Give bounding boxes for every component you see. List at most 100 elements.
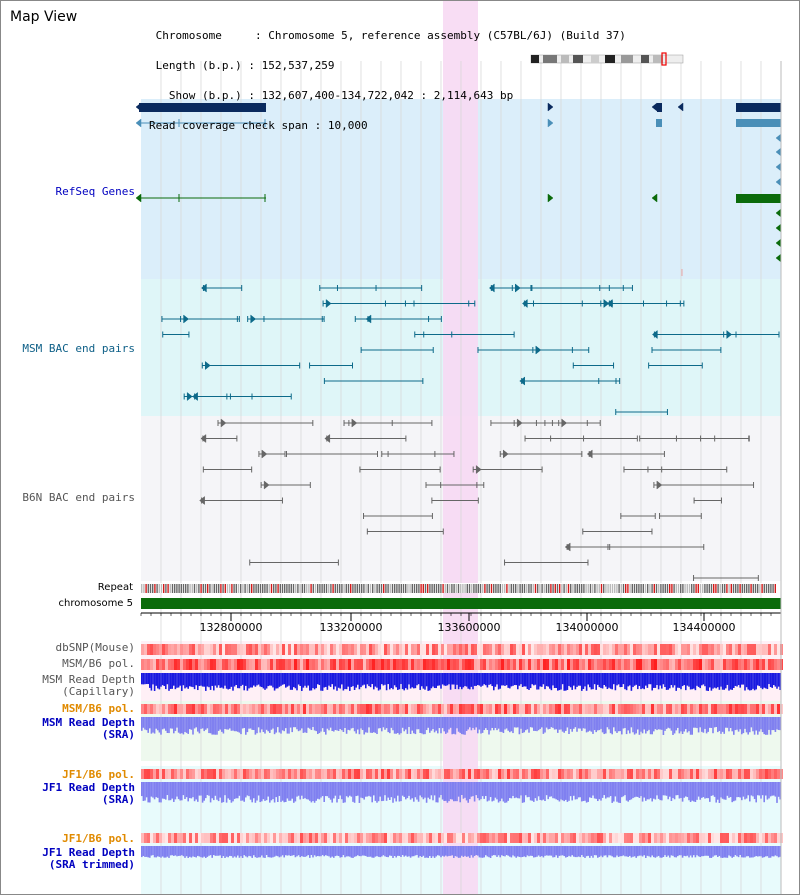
repeat-element [732, 584, 735, 593]
msm-b6-pol-strip [375, 659, 378, 670]
dbsnp-strip [678, 644, 681, 655]
dbsnp-strip [597, 644, 600, 655]
repeat-element [413, 584, 416, 593]
repeat-element [556, 584, 559, 593]
jf1-depth-sra-bar [240, 782, 242, 801]
jf1-b6-pol-strip [333, 769, 336, 779]
msm-depth-sra-bar [565, 717, 567, 731]
msm-depth-sra-bar [753, 717, 756, 735]
jf1-b6-pol-trim-strip [585, 833, 588, 843]
msm-b6-pol-sra-label: MSM/B6 pol. [62, 702, 135, 715]
jf1-b6-pol-strip [588, 769, 591, 779]
msm-depth-capillary-bar [187, 673, 189, 689]
jf1-b6-pol-strip [360, 769, 363, 779]
show-value: 132,607,400-134,722,042 : 2,114,643 bp [261, 89, 514, 102]
jf1-b6-pol-strip [210, 769, 213, 779]
repeat-element [658, 584, 660, 593]
jf1-depth-sra-bar [333, 782, 335, 799]
jf1-b6-pol-trim-strip [492, 833, 495, 843]
strand-arrow [475, 464, 482, 475]
msm-depth-capillary-bar [414, 673, 417, 689]
jf1-depth-sra-bar [312, 782, 314, 802]
jf1-depth-sra-bar [326, 782, 329, 797]
jf1-depth-sra-bar [401, 782, 404, 796]
repeat-element [499, 584, 501, 593]
msm-b6-pol-strip [531, 659, 534, 670]
jf1-depth-trim-bar [326, 846, 329, 856]
msm-depth-sra-bar [584, 717, 586, 729]
jf1-depth-trim-bar [622, 846, 625, 856]
jf1-b6-pol-strip [642, 769, 645, 779]
jf1-b6-pol-strip [183, 769, 186, 779]
jf1-b6-pol-trim-strip [318, 833, 321, 843]
msm-b6-pol-sra-strip [471, 704, 474, 714]
repeat-element [611, 584, 614, 593]
msm-b6-pol-sra-strip [693, 704, 696, 714]
jf1-depth-trim-bar [416, 846, 418, 856]
msm-depth-sra-bar [661, 717, 663, 730]
jf1-b6-pol-strip [231, 769, 234, 779]
msm-depth-capillary-bar [201, 673, 204, 687]
msm-depth-sra-bar [600, 717, 602, 729]
jf1-depth-sra-bar [773, 782, 775, 796]
jf1-depth-sra-bar [390, 782, 393, 798]
jf1-depth-trim-bar [515, 846, 517, 858]
jf1-depth-trim-bar [320, 846, 322, 857]
msm-depth-sra-bar [659, 717, 661, 730]
jf1-depth-sra-bar [702, 782, 705, 798]
msm-depth-sra-bar [597, 717, 599, 731]
msm-b6-pol-sra-strip [588, 704, 591, 714]
jf1-b6-pol-trim-strip [624, 833, 627, 843]
dbsnp-strip [240, 644, 243, 655]
msm-depth-capillary-bar [286, 673, 289, 687]
msm-b6-pol-sra-strip [447, 704, 450, 714]
jf1-depth-trim-bar [201, 846, 204, 858]
msm-b6-pol-strip [327, 659, 330, 670]
jf1-depth-sra-bar [414, 782, 417, 798]
msm-b6-pol-sra-strip [369, 704, 372, 714]
msm-depth-sra-bar [177, 717, 180, 733]
strand-arrow [561, 418, 568, 428]
jf1-b6-pol-strip [756, 769, 759, 779]
repeat-element [638, 584, 640, 593]
jf1-depth-sra-bar [321, 782, 324, 797]
msm-depth-sra-bar [608, 717, 610, 730]
msm-b6-pol-strip [447, 659, 450, 670]
jf1-depth-sra-bar [432, 782, 434, 801]
msm-depth-sra-bar [547, 717, 549, 730]
msm-b6-pol-strip [639, 659, 642, 670]
jf1-b6-pol-strip [699, 769, 702, 779]
msm-depth-sra-bar [144, 717, 146, 730]
msm-depth-capillary-bar [165, 673, 167, 690]
msm-depth-sra-bar [715, 717, 717, 728]
jf1-b6-pol-strip [732, 769, 735, 779]
dbsnp-strip [573, 644, 576, 655]
msm-depth-sra-bar [589, 717, 591, 731]
msm-depth-sra-bar [691, 717, 693, 735]
repeat-element [226, 584, 229, 593]
jf1-depth-sra-bar [419, 782, 421, 796]
jf1-depth-sra-bar [315, 782, 317, 801]
dbsnp-strip [387, 644, 390, 655]
jf1-depth-trim-bar [401, 846, 404, 856]
jf1-b6-pol-strip [519, 769, 522, 779]
jf1-depth-trim-bar [185, 846, 188, 857]
msm-depth-sra-bar [534, 717, 537, 731]
msm-depth-sra-bar [320, 717, 322, 732]
jf1-b6-pol-strip [570, 769, 573, 779]
msm-depth-sra-bar [545, 717, 548, 728]
msm-depth-sra-bar [432, 717, 434, 730]
msm-b6-pol-strip [336, 659, 339, 670]
jf1-depth-sra-bar [558, 782, 561, 802]
ideogram-band [621, 55, 633, 63]
repeat-element [493, 584, 495, 593]
jf1-b6-pol-strip [714, 769, 717, 779]
dbsnp-strip [561, 644, 564, 655]
dbsnp-strip [489, 644, 492, 655]
repeat-element [244, 584, 246, 593]
msm-depth-capillary-bar [358, 673, 361, 690]
jf1-b6-pol-trim-label: JF1/B6 pol. [62, 832, 135, 845]
jf1-depth-sra-label: JF1 Read Depth (SRA) [42, 781, 135, 806]
jf1-depth-sra-bar [155, 782, 157, 798]
